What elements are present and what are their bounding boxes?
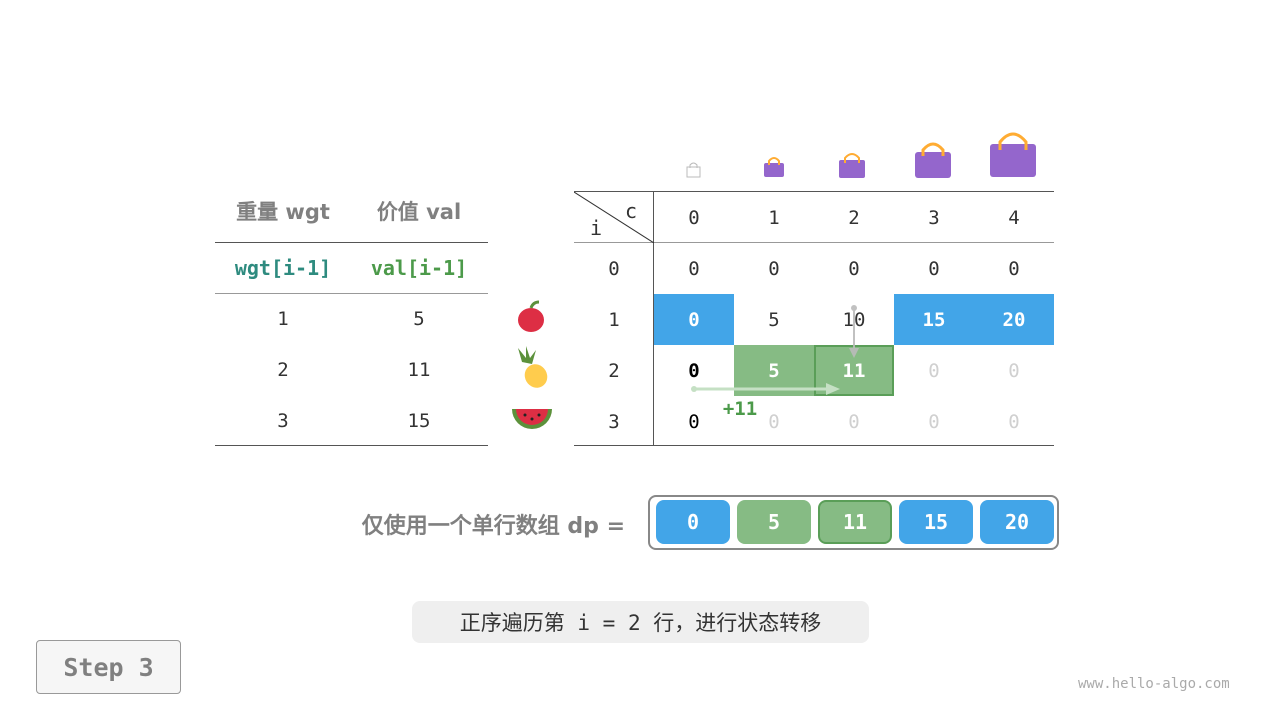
column-header: 1 — [768, 206, 780, 229]
divider — [215, 242, 488, 243]
watermelon-icon — [512, 409, 552, 429]
dp-cell: 0 — [1008, 410, 1020, 433]
value-cell: 15 — [407, 410, 431, 432]
row-header: 3 — [608, 410, 620, 433]
apple-icon — [518, 300, 544, 332]
dp-cell: 0 — [1008, 257, 1020, 280]
bag-icon-capacity-1 — [764, 157, 784, 177]
dp-array-cell: 0 — [656, 500, 730, 544]
dp-cell: 0 — [928, 257, 940, 280]
divider — [215, 445, 488, 446]
column-header: 3 — [928, 206, 940, 229]
corner-diagonal — [574, 192, 654, 243]
weight-cell: 2 — [277, 359, 289, 381]
dp-array-cell-current: 11 — [818, 500, 892, 544]
divider — [215, 293, 488, 294]
dp-cell: 0 — [848, 410, 860, 433]
dp-cell: 0 — [768, 257, 780, 280]
header-value: 价值 val — [376, 200, 462, 224]
value-cell: 5 — [413, 308, 425, 330]
dp-cell: 0 — [768, 410, 780, 433]
dp-cell: 0 — [688, 410, 700, 433]
divider — [574, 242, 1054, 243]
row-header: 2 — [608, 359, 620, 382]
subheader-wgt: wgt[i-1] — [234, 256, 332, 280]
bag-icon-capacity-4 — [990, 132, 1036, 177]
caption: 正序遍历第 i = 2 行，进行状态转移 — [412, 601, 869, 643]
bag-icon-capacity-2 — [839, 153, 865, 178]
bag-icon-capacity-3 — [915, 142, 951, 178]
row-header: 0 — [608, 257, 620, 280]
corner-i-label: i — [589, 216, 603, 240]
divider — [574, 191, 1054, 192]
dp-cell: 0 — [928, 359, 940, 382]
pineapple-icon — [518, 346, 548, 388]
dp-cell: 0 — [688, 359, 700, 382]
dp-cell: 0 — [848, 257, 860, 280]
dp-cell: 10 — [842, 308, 866, 331]
dp-cell-current: 11 — [814, 345, 894, 396]
dp-array-cell: 20 — [980, 500, 1054, 544]
dp-cell: 0 — [688, 257, 700, 280]
dp-array-container — [648, 495, 1059, 550]
dp-cell: 5 — [734, 345, 814, 396]
dp-array-cell: 15 — [899, 500, 973, 544]
corner-c-label: c — [624, 199, 638, 223]
watermark: www.hello-algo.com — [1078, 676, 1230, 692]
bag-icon-capacity-0 — [686, 162, 701, 178]
dp-cell: 0 — [654, 294, 734, 345]
dp-array-cell: 5 — [737, 500, 811, 544]
dp-array-label: 仅使用一个单行数组 dp = — [361, 514, 625, 539]
subheader-val: val[i-1] — [370, 256, 468, 280]
divider — [653, 192, 654, 446]
dp-cell: 5 — [768, 308, 780, 331]
dp-cell: 20 — [974, 294, 1054, 345]
value-cell: 11 — [407, 359, 431, 381]
dp-cell: 15 — [894, 294, 974, 345]
divider — [574, 445, 1054, 446]
row-header: 1 — [608, 308, 620, 331]
column-header: 4 — [1008, 206, 1020, 229]
column-header: 2 — [848, 206, 860, 229]
dp-cell: 0 — [928, 410, 940, 433]
column-header: 0 — [688, 206, 700, 229]
transition-annotation: +11 — [722, 398, 758, 420]
weight-cell: 1 — [277, 308, 289, 330]
weight-cell: 3 — [277, 410, 289, 432]
dp-cell: 0 — [1008, 359, 1020, 382]
step-button[interactable]: Step 3 — [36, 640, 181, 694]
header-weight: 重量 wgt — [236, 200, 330, 224]
